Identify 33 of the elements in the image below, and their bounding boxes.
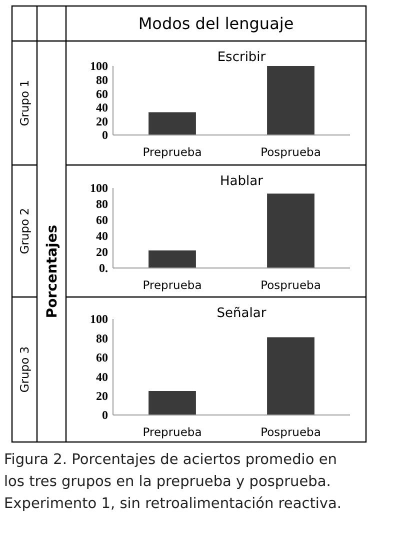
text: Figura 2. Porcentajes de aciertos promedio en los tres grupos en la preprueba y posprueba. Experimento 1, sin retroalimentación reactiva.	[4, 452, 342, 512]
y-tick-label: 20	[96, 389, 108, 403]
y-tick-label: 0	[102, 408, 108, 422]
text: Grupo 2	[18, 208, 32, 254]
x-tick-label: Posprueba	[260, 278, 321, 292]
text: Grupo 3	[18, 346, 32, 393]
y-tick-label: 60	[96, 350, 108, 365]
y-tick-label: 40	[96, 229, 108, 244]
x-tick-label: Preprueba	[142, 425, 202, 439]
text: Modos del lenguaje	[138, 14, 294, 33]
chart-title: Escribir	[217, 50, 266, 65]
y-tick-label: 40	[96, 370, 108, 384]
text: Grupo 1	[18, 80, 32, 126]
chart-title: Señalar	[216, 306, 267, 321]
y-tick-label: 100	[90, 181, 108, 196]
y-tick-label: 20	[96, 245, 108, 260]
y-tick-label: 100	[90, 59, 108, 74]
chart-title: Hablar	[220, 174, 264, 189]
y-tick-label: 60	[96, 86, 108, 101]
y-tick-label: 0.	[99, 261, 108, 276]
y-tick-label: 40	[96, 100, 108, 115]
y-tick-label: 0	[102, 128, 108, 142]
x-tick-label: Posprueba	[260, 425, 321, 439]
y-tick-label: 60	[96, 213, 108, 228]
y-tick-label: 80	[96, 197, 108, 212]
x-tick-label: Posprueba	[260, 145, 321, 159]
y-tick-label: 80	[96, 73, 108, 87]
y-tick-label: 80	[96, 331, 108, 346]
y-tick-label: 100	[90, 312, 108, 326]
y-axis-title: Porcentajes	[44, 224, 60, 318]
y-tick-label: 20	[96, 114, 108, 128]
x-tick-label: Preprueba	[142, 145, 202, 159]
x-tick-label: Preprueba	[142, 278, 202, 292]
